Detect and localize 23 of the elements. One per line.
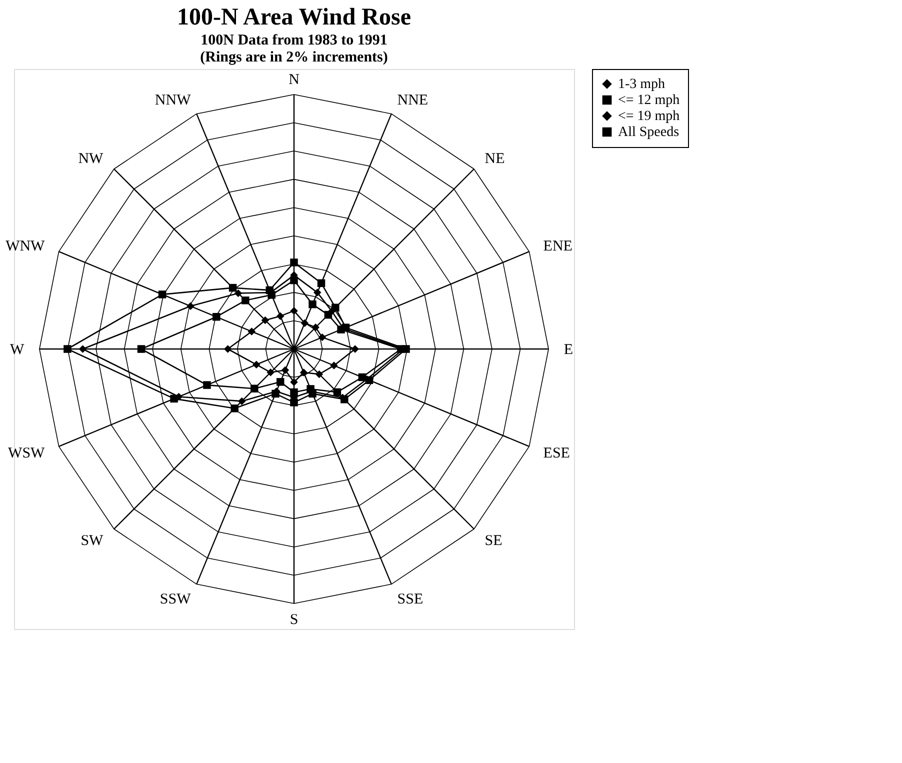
chart-title: 100-N Area Wind Rose bbox=[176, 4, 412, 30]
spoke-label: WNW bbox=[6, 238, 46, 255]
spoke-label: WSW bbox=[8, 445, 46, 462]
spoke-label: NNE bbox=[397, 92, 428, 109]
spoke-label: ENE bbox=[543, 238, 572, 255]
spoke-label: NNW bbox=[154, 92, 192, 109]
spoke-label: N bbox=[288, 72, 300, 88]
spoke-label: SSE bbox=[397, 591, 424, 608]
legend-label: 1-3 mph bbox=[618, 77, 666, 92]
spoke-label: NE bbox=[484, 151, 505, 168]
spoke-label: SW bbox=[80, 532, 104, 549]
spoke-label: E bbox=[564, 342, 573, 358]
spoke-label: NW bbox=[78, 151, 104, 168]
text: (Rings are in 2% increments) bbox=[200, 50, 388, 66]
legend-label: <= 19 mph bbox=[618, 109, 680, 124]
spoke-label: ESE bbox=[543, 445, 570, 462]
spoke-label: SSW bbox=[160, 591, 192, 608]
spoke-label: S bbox=[290, 612, 298, 628]
spoke-label: SE bbox=[484, 532, 502, 549]
legend-label: All Speeds bbox=[618, 125, 680, 140]
legend-label: <= 12 mph bbox=[618, 93, 680, 108]
spoke-label: W bbox=[10, 342, 26, 358]
chart-subtitle: 100N Data from 1983 to 1991 bbox=[200, 32, 388, 48]
